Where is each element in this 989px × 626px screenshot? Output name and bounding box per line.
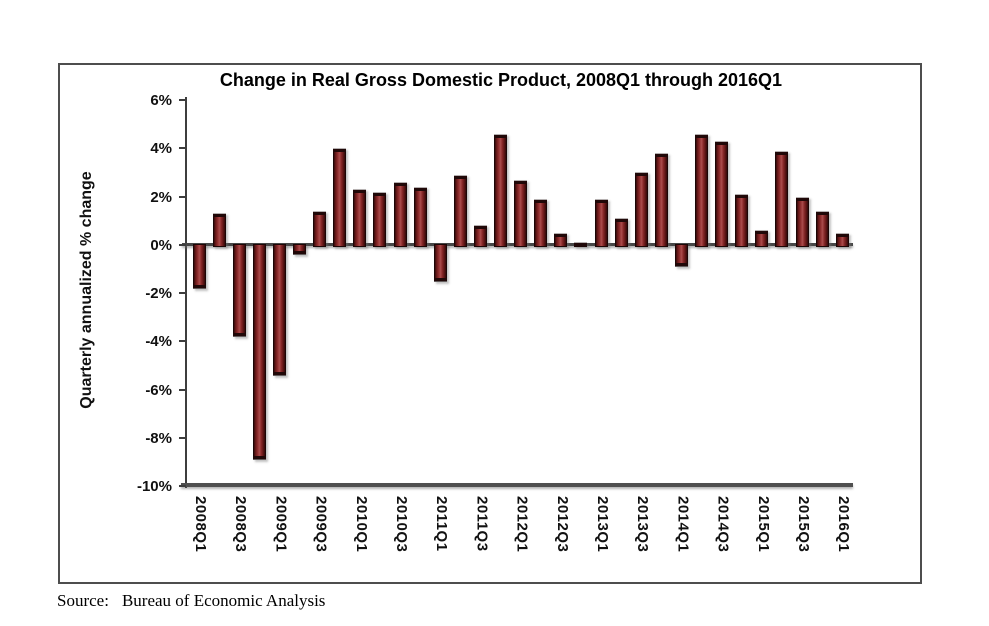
y-axis-line — [185, 97, 187, 488]
y-tick-mark — [179, 99, 186, 101]
y-tick-label: -10% — [136, 478, 172, 495]
bar — [755, 230, 769, 248]
y-tick-label: -6% — [145, 381, 172, 399]
y-tick-mark — [179, 147, 186, 150]
y-tick-label: 0% — [150, 236, 172, 254]
y-tick-mark — [179, 388, 186, 391]
figure-border — [58, 63, 922, 584]
x-tick-label: 2013Q3 — [634, 496, 652, 553]
bar — [272, 244, 286, 377]
x-tick-label: 2011Q3 — [473, 496, 491, 552]
bar — [353, 189, 367, 248]
source-line: Source: Bureau of Economic Analysis — [57, 591, 325, 611]
x-tick-label: 2015Q1 — [754, 496, 772, 553]
bar — [393, 182, 407, 248]
y-tick-mark — [179, 195, 186, 198]
bar — [192, 244, 206, 290]
y-tick-label: -4% — [145, 333, 172, 351]
bar — [654, 153, 668, 248]
bar — [534, 198, 548, 248]
bar — [574, 242, 588, 248]
y-tick-label: 2% — [150, 188, 172, 206]
chart-title: Change in Real Gross Domestic Product, 2… — [219, 70, 783, 90]
x-axis-line — [181, 483, 853, 487]
bar — [614, 218, 628, 248]
bar — [554, 232, 568, 248]
y-tick-mark — [179, 485, 186, 487]
x-tick-label: 2012Q1 — [513, 496, 531, 553]
bar — [815, 210, 829, 248]
x-tick-label: 2013Q1 — [594, 496, 611, 553]
x-tick-label: 2014Q1 — [674, 496, 692, 553]
bar — [514, 179, 528, 248]
bar — [313, 210, 327, 248]
y-tick-label: -2% — [145, 285, 172, 302]
bar — [473, 225, 487, 248]
bar — [453, 174, 467, 248]
bar — [715, 141, 729, 248]
bar — [212, 213, 226, 248]
x-tick-label: 2008Q1 — [192, 496, 209, 553]
y-tick-label: 4% — [150, 140, 172, 158]
bar — [333, 148, 347, 248]
bar — [735, 194, 749, 248]
bar — [695, 133, 708, 248]
x-tick-label: 2010Q3 — [393, 496, 410, 553]
bar — [252, 244, 266, 461]
x-tick-label: 2011Q1 — [433, 496, 451, 552]
bar — [293, 244, 306, 256]
x-tick-label: 2016Q1 — [835, 496, 853, 553]
x-tick-label: 2009Q3 — [312, 496, 330, 553]
y-tick-mark — [179, 436, 186, 439]
y-tick-mark — [179, 340, 186, 343]
bar — [433, 244, 447, 282]
x-tick-label: 2012Q3 — [553, 496, 571, 553]
source-label: Source: — [57, 591, 109, 610]
y-tick-mark — [179, 292, 186, 294]
x-tick-label: 2008Q3 — [232, 496, 250, 553]
bar — [373, 191, 387, 248]
bar — [835, 232, 849, 248]
y-tick-label: -8% — [145, 429, 172, 447]
source-text: Bureau of Economic Analysis — [121, 591, 326, 610]
bar — [232, 244, 246, 338]
bar — [594, 198, 608, 248]
x-tick-label: 2014Q3 — [714, 496, 732, 553]
x-tick-label: 2015Q3 — [795, 496, 812, 553]
y-tick-label: 6% — [150, 92, 172, 109]
x-tick-label: 2010Q1 — [352, 496, 370, 553]
bar — [634, 172, 648, 248]
bar — [494, 133, 507, 248]
bar — [795, 196, 809, 248]
bar — [775, 150, 789, 248]
bar — [674, 244, 688, 268]
y-axis-title: Quarterly annualized % change — [78, 171, 95, 409]
x-tick-label: 2009Q1 — [272, 496, 290, 553]
y-tick-mark — [179, 243, 186, 246]
bar — [413, 186, 427, 248]
